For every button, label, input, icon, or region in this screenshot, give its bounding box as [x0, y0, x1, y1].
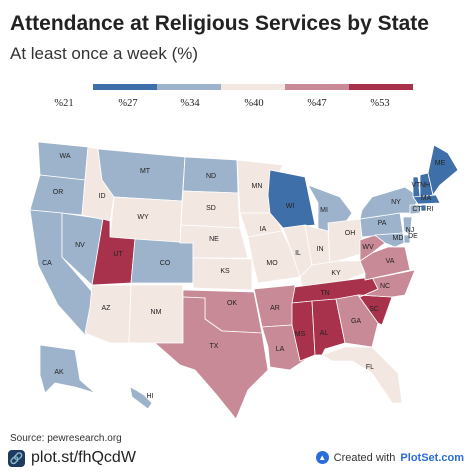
- state-label-tn: TN: [320, 290, 329, 297]
- state-label-ak: AK: [54, 369, 64, 376]
- short-link-text: plot.st/fhQcdW: [31, 449, 136, 466]
- state-label-nh: NH: [420, 182, 430, 189]
- state-label-az: AZ: [102, 305, 112, 312]
- state-label-nd: ND: [206, 173, 216, 180]
- state-label-la: LA: [276, 346, 285, 353]
- state-label-vt: VT: [412, 182, 422, 189]
- state-label-nm: NM: [151, 309, 162, 316]
- state-label-mn: MN: [252, 183, 263, 190]
- state-label-nj: NJ: [406, 227, 415, 234]
- state-label-mt: MT: [140, 168, 151, 175]
- state-label-ca: CA: [42, 260, 52, 267]
- state-label-ct: CT: [412, 206, 422, 213]
- state-label-tx: TX: [210, 343, 219, 350]
- page-subtitle: At least once a week (%): [10, 44, 199, 63]
- state-label-mo: MO: [266, 260, 278, 267]
- state-label-wi: WI: [286, 203, 295, 210]
- state-label-va: VA: [386, 258, 395, 265]
- state-ma[interactable]: [412, 194, 441, 205]
- legend: %21 %27 %34 %40 %47 %53: [0, 84, 474, 124]
- legend-swatch-1: [157, 84, 221, 90]
- legend-label-2: %34: [180, 98, 200, 109]
- state-wi[interactable]: [267, 169, 316, 229]
- state-label-ga: GA: [351, 318, 361, 325]
- state-label-ne: NE: [209, 236, 219, 243]
- state-label-ri: RI: [427, 206, 434, 213]
- state-label-co: CO: [160, 260, 171, 267]
- state-label-sc: SC: [369, 306, 379, 313]
- state-label-nv: NV: [75, 242, 85, 249]
- state-label-pa: PA: [378, 220, 387, 227]
- state-va[interactable]: [359, 246, 411, 281]
- state-ri[interactable]: [420, 204, 427, 212]
- link-icon: 🔗: [8, 449, 25, 467]
- state-ms[interactable]: [291, 300, 316, 362]
- created-with[interactable]: ▲ Created with PlotSet.com: [315, 451, 464, 464]
- state-oh[interactable]: [327, 218, 365, 266]
- state-label-fl: FL: [366, 364, 374, 371]
- state-md[interactable]: [374, 232, 405, 248]
- legend-label-4: %47: [307, 98, 327, 109]
- state-label-or: OR: [53, 189, 64, 196]
- legend-label-0: %21: [54, 98, 74, 109]
- state-label-ms: MS: [295, 331, 306, 338]
- state-nc[interactable]: [357, 269, 416, 298]
- state-label-ks: KS: [220, 268, 230, 275]
- state-label-ok: OK: [227, 300, 237, 307]
- state-wa[interactable]: [37, 141, 89, 181]
- state-label-il: IL: [295, 250, 301, 257]
- state-ks[interactable]: [192, 257, 253, 291]
- legend-swatch-3: [285, 84, 349, 90]
- state-label-ar: AR: [270, 305, 280, 312]
- state-label-md: MD: [393, 235, 404, 242]
- legend-label-3: %40: [244, 98, 264, 109]
- state-label-wa: WA: [59, 153, 70, 160]
- state-ct[interactable]: [409, 204, 421, 215]
- state-ak[interactable]: [39, 344, 96, 394]
- page-title: Attendance at Religious Services by Stat…: [10, 12, 429, 35]
- state-label-ia: IA: [260, 226, 267, 233]
- legend-label-5: %53: [370, 98, 390, 109]
- state-label-wy: WY: [137, 214, 149, 221]
- state-label-nc: NC: [380, 283, 390, 290]
- state-label-ny: NY: [391, 199, 401, 206]
- state-mt[interactable]: [97, 148, 186, 202]
- state-hi[interactable]: [129, 386, 153, 410]
- short-link[interactable]: 🔗 plot.st/fhQcdW: [8, 449, 136, 467]
- plotset-logo-icon: ▲: [315, 451, 329, 464]
- state-label-hi: HI: [147, 393, 154, 400]
- state-label-wv: WV: [362, 244, 374, 251]
- state-tx[interactable]: [154, 296, 269, 420]
- state-label-sd: SD: [206, 205, 216, 212]
- state-label-oh: OH: [345, 230, 356, 237]
- state-label-in: IN: [317, 246, 324, 253]
- legend-label-1: %27: [118, 98, 138, 109]
- state-label-id: ID: [99, 193, 106, 200]
- legend-swatch-0: [93, 84, 157, 90]
- state-me[interactable]: [427, 144, 459, 196]
- state-label-me: ME: [435, 160, 446, 167]
- state-label-ma: MA: [421, 195, 432, 202]
- legend-swatch-2: [221, 84, 285, 90]
- created-with-text: Created with: [333, 451, 396, 464]
- brand-text: PlotSet.com: [400, 451, 464, 464]
- state-label-al: AL: [320, 330, 329, 337]
- state-ny[interactable]: [359, 186, 421, 220]
- state-ga[interactable]: [335, 294, 379, 348]
- state-label-ky: KY: [331, 270, 341, 277]
- state-az[interactable]: [84, 284, 132, 344]
- state-fl[interactable]: [321, 346, 403, 404]
- source-note: Source: pewresearch.org: [10, 433, 122, 444]
- us-map: WA OR CA NV ID MT WY UT CO AZ NM ND SD NE KS OK TX MN IA MO…: [29, 141, 459, 420]
- state-label-de: DE: [408, 233, 418, 240]
- legend-swatch-4: [349, 84, 413, 90]
- state-label-ut: UT: [113, 251, 123, 258]
- state-label-mi: MI: [320, 207, 328, 214]
